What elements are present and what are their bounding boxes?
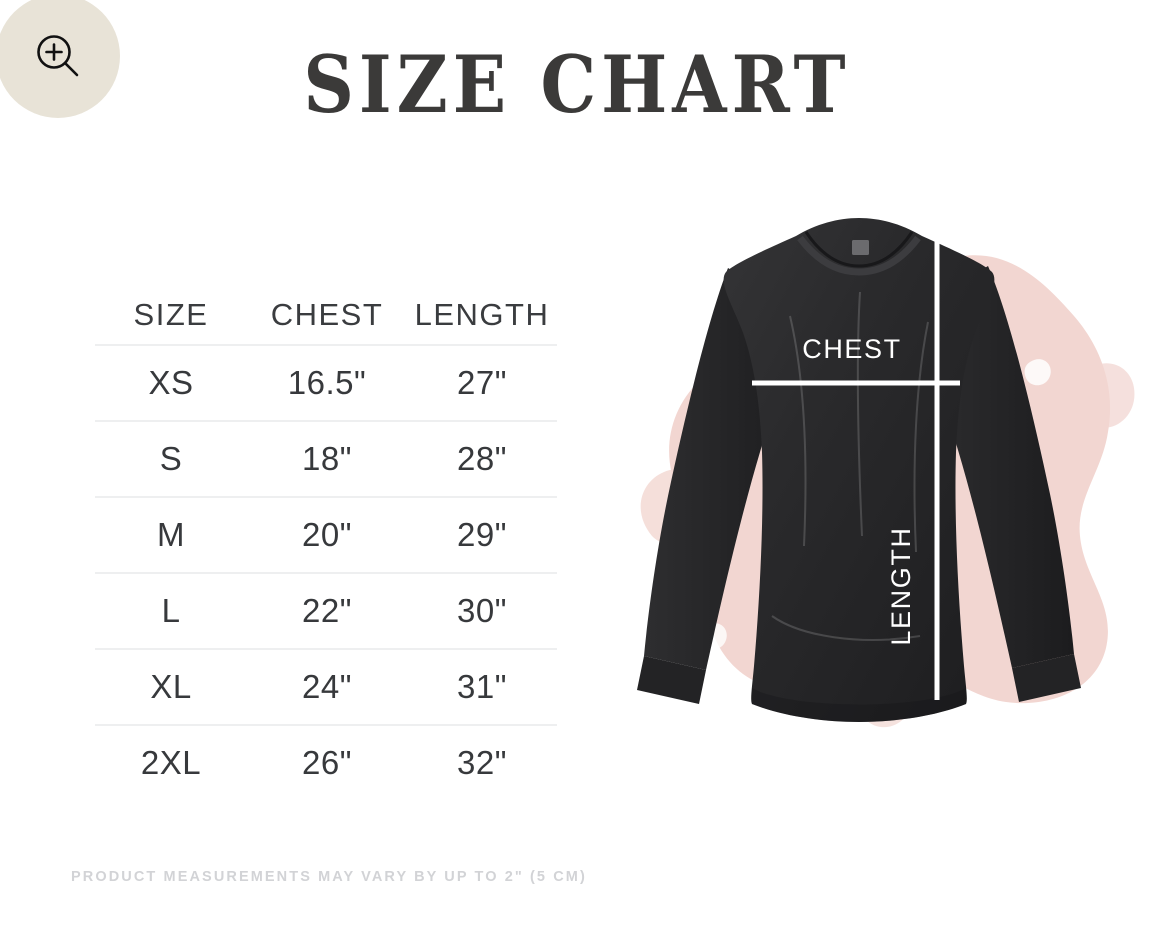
collar-tag (852, 240, 869, 255)
cell-chest: 18" (302, 440, 352, 477)
cell-size: 2XL (140, 744, 202, 781)
cell-size: XL (150, 668, 192, 705)
cell-size: S (159, 440, 183, 477)
cell-chest: 24" (302, 668, 352, 705)
magnifier-plus-icon (30, 28, 86, 84)
zoom-in-button[interactable] (0, 0, 120, 118)
cell-chest: 16.5" (287, 364, 367, 401)
tee-garment (637, 218, 1081, 722)
cell-chest: 26" (302, 744, 352, 781)
cell-chest: 20" (302, 516, 352, 553)
chest-label: CHEST (802, 334, 902, 364)
cell-size: M (157, 516, 185, 553)
column-header-size: SIZE (133, 297, 209, 332)
cell-length: 31" (457, 668, 507, 705)
measurement-disclaimer: PRODUCT MEASUREMENTS MAY VARY BY UP TO 2… (71, 869, 587, 885)
table-header-row: SIZE CHEST LENGTH (95, 286, 557, 346)
table-row: XL 24" 31" (95, 650, 557, 726)
column-header-length: LENGTH (414, 297, 550, 332)
cell-length: 32" (457, 744, 507, 781)
cell-size: L (161, 592, 181, 629)
length-label: LENGTH (886, 526, 916, 645)
measurement-guides: CHEST LENGTH (752, 228, 960, 700)
product-illustration: CHEST LENGTH (560, 196, 1154, 756)
cell-length: 29" (457, 516, 507, 553)
table-row: S 18" 28" (95, 422, 557, 498)
table-row: M 20" 29" (95, 498, 557, 574)
table-row: L 22" 30" (95, 574, 557, 650)
size-chart-table: SIZE CHEST LENGTH XS 16.5" 27" S 18" 28"… (95, 286, 557, 800)
cell-chest: 22" (302, 592, 352, 629)
cell-size: XS (148, 364, 194, 401)
cell-length: 27" (457, 364, 507, 401)
table-row: 2XL 26" 32" (95, 726, 557, 800)
table-row: XS 16.5" 27" (95, 346, 557, 422)
long-sleeve-tee-svg: CHEST LENGTH (637, 218, 1135, 728)
cell-length: 30" (457, 592, 507, 629)
page-title: SIZE CHART (303, 38, 851, 132)
column-header-chest: CHEST (270, 297, 384, 332)
cell-length: 28" (457, 440, 507, 477)
